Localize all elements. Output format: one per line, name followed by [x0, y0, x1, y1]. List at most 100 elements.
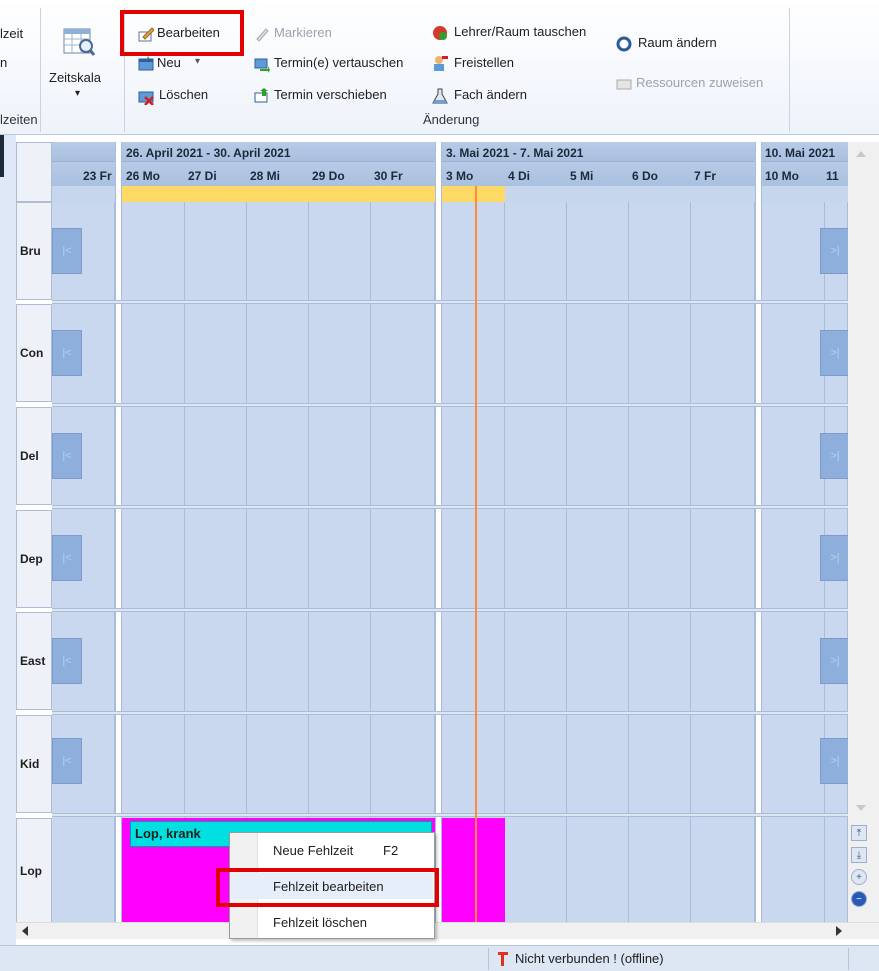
horizontal-scrollbar[interactable] — [16, 922, 879, 939]
row-label[interactable]: Con — [16, 304, 52, 402]
menu-item-label: Fehlzeit bearbeiten — [273, 879, 384, 894]
row-label[interactable]: Lop — [16, 818, 52, 923]
nav-prev-button[interactable]: |< — [52, 330, 82, 376]
status-divider — [848, 948, 849, 970]
menu-item-label: Fehlzeit löschen — [273, 915, 367, 930]
fach-aendern-label: Fach ändern — [454, 87, 527, 102]
termin-vertauschen-button[interactable]: Termin(e) vertauschen — [252, 54, 424, 74]
row-label[interactable]: Del — [16, 407, 52, 505]
menu-item-fehlzeit-loeschen[interactable]: Fehlzeit löschen — [231, 909, 433, 935]
context-menu: Neue Fehlzeit F2 Fehlzeit bearbeiten Feh… — [229, 832, 435, 939]
day-label: 3 Mo — [446, 169, 474, 183]
scroll-down-icon[interactable] — [855, 803, 867, 813]
nav-next-button[interactable]: >| — [820, 535, 850, 581]
day-column[interactable] — [691, 202, 755, 922]
scroll-left-icon[interactable] — [20, 925, 30, 937]
day-label: 10 Mo — [765, 169, 800, 183]
resources-icon — [616, 79, 632, 90]
zeitskala-button[interactable]: Zeitskala ▾ — [44, 20, 116, 110]
nav-next-button[interactable]: >| — [820, 738, 850, 784]
chevron-down-icon: ▾ — [75, 88, 81, 99]
day-column[interactable] — [567, 202, 629, 922]
nav-prev-button[interactable]: |< — [52, 535, 82, 581]
highlight-bearbeiten — [120, 10, 244, 56]
fach-aendern-button[interactable]: Fach ändern — [430, 86, 550, 106]
nav-prev-button[interactable]: |< — [52, 638, 82, 684]
header-corner — [16, 142, 52, 202]
day-header-row — [52, 162, 848, 186]
zoom-in-icon[interactable]: + — [851, 869, 867, 885]
day-label: 6 Do — [632, 169, 659, 183]
menu-item-neue-fehlzeit[interactable]: Neue Fehlzeit F2 — [231, 837, 433, 863]
day-label: 29 Do — [312, 169, 345, 183]
bearbeiten-label: Bearbeiten — [157, 25, 220, 40]
day-column[interactable] — [122, 202, 185, 922]
loeschen-button[interactable]: Löschen — [136, 86, 226, 106]
scroll-bottom-icon[interactable]: ⤓ — [851, 847, 867, 863]
ressourcen-zuweisen-button: Ressourcen zuweisen — [614, 74, 784, 94]
left-edge-marker — [0, 135, 4, 177]
nav-next-button[interactable]: >| — [820, 228, 850, 274]
row-separator — [52, 813, 848, 817]
row-separator — [52, 505, 848, 509]
left-group-text-mid[interactable]: n — [0, 55, 8, 70]
row-separator — [52, 300, 848, 304]
scroll-up-icon[interactable] — [855, 149, 867, 159]
day-column[interactable] — [309, 202, 371, 922]
day-column[interactable] — [629, 202, 691, 922]
raum-aendern-label: Raum ändern — [638, 35, 717, 50]
row-label[interactable]: Kid — [16, 715, 52, 813]
day-label: 7 Fr — [694, 169, 717, 183]
zoom-out-icon[interactable]: − — [851, 891, 867, 907]
ribbon-separator — [124, 8, 125, 132]
left-group-text-top[interactable]: lzeit — [0, 26, 24, 41]
nav-next-button[interactable]: >| — [820, 638, 850, 684]
highlight-fehlzeit-bearbeiten — [216, 868, 439, 907]
nav-prev-button[interactable]: |< — [52, 433, 82, 479]
menu-item-fehlzeit-bearbeiten[interactable]: Fehlzeit bearbeiten — [231, 873, 433, 899]
nav-prev-button[interactable]: |< — [52, 738, 82, 784]
lehrer-raum-tauschen-label: Lehrer/Raum tauschen — [454, 24, 587, 39]
scroll-right-icon[interactable] — [834, 925, 844, 937]
row-label[interactable]: East — [16, 612, 52, 710]
day-column[interactable] — [185, 202, 247, 922]
left-gutter — [0, 135, 16, 945]
day-column[interactable] — [247, 202, 309, 922]
vertical-scrollbar[interactable] — [848, 142, 879, 922]
termin-vertauschen-label: Termin(e) vertauschen — [274, 55, 404, 70]
freistellen-button[interactable]: Freistellen — [430, 54, 540, 74]
termin-verschieben-button[interactable]: Termin verschieben — [252, 86, 412, 106]
zeitskala-label: Zeitskala — [49, 70, 102, 85]
lehrer-raum-tauschen-button[interactable]: Lehrer/Raum tauschen — [430, 24, 610, 44]
release-teacher-icon — [434, 56, 448, 71]
row-label[interactable]: Dep — [16, 510, 52, 608]
day-column[interactable] — [505, 202, 567, 922]
row-label[interactable]: Bru — [16, 202, 52, 300]
day-label: 30 Fr — [374, 169, 403, 183]
aenderung-group-label: Änderung — [423, 112, 480, 127]
flask-icon — [432, 88, 448, 104]
chevron-down-icon: ▾ — [195, 56, 201, 67]
bearbeiten-button[interactable]: Bearbeiten — [136, 24, 236, 44]
ribbon: lzeit n lzeiten Zeitskala ▾ Bearbeiten N… — [0, 0, 879, 135]
neu-button[interactable]: Neu ▾ — [136, 54, 216, 74]
nav-next-button[interactable]: >| — [820, 433, 850, 479]
ribbon-separator — [789, 8, 790, 132]
markieren-button: Markieren — [252, 24, 372, 44]
new-appointment-icon — [138, 56, 154, 71]
day-column[interactable] — [371, 202, 435, 922]
ribbon-separator — [40, 8, 41, 132]
day-label: 23 Fr — [83, 169, 112, 183]
absence-block[interactable] — [442, 818, 505, 922]
termin-verschieben-label: Termin verschieben — [274, 87, 387, 102]
swap-appointment-icon — [254, 58, 270, 73]
nav-next-button[interactable]: >| — [820, 330, 850, 376]
scroll-top-icon[interactable]: ⤒ — [851, 825, 867, 841]
day-column[interactable] — [442, 202, 505, 922]
menu-item-shortcut: F2 — [383, 843, 399, 858]
nav-prev-button[interactable]: |< — [52, 228, 82, 274]
raum-aendern-button[interactable]: Raum ändern — [614, 34, 734, 54]
neu-label: Neu — [157, 55, 181, 70]
connection-status: Nicht verbunden ! (offline) — [515, 951, 664, 966]
day-label: 27 Di — [188, 169, 217, 183]
